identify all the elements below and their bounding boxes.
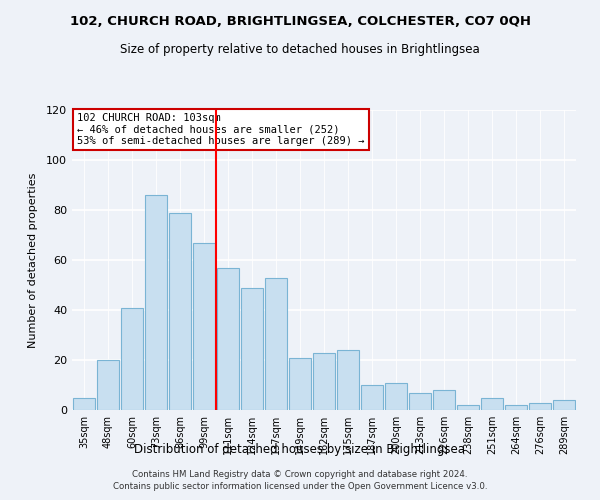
Text: Size of property relative to detached houses in Brightlingsea: Size of property relative to detached ho… — [120, 42, 480, 56]
Y-axis label: Number of detached properties: Number of detached properties — [28, 172, 38, 348]
Bar — [289, 358, 311, 410]
Bar — [73, 398, 95, 410]
Bar — [457, 405, 479, 410]
Text: 102, CHURCH ROAD, BRIGHTLINGSEA, COLCHESTER, CO7 0QH: 102, CHURCH ROAD, BRIGHTLINGSEA, COLCHES… — [70, 15, 530, 28]
Text: Distribution of detached houses by size in Brightlingsea: Distribution of detached houses by size … — [134, 442, 466, 456]
Bar — [385, 382, 407, 410]
Bar — [193, 242, 215, 410]
Text: Contains HM Land Registry data © Crown copyright and database right 2024.: Contains HM Land Registry data © Crown c… — [132, 470, 468, 479]
Text: 102 CHURCH ROAD: 103sqm
← 46% of detached houses are smaller (252)
53% of semi-d: 102 CHURCH ROAD: 103sqm ← 46% of detache… — [77, 113, 365, 146]
Bar — [145, 195, 167, 410]
Bar — [505, 405, 527, 410]
Bar — [169, 212, 191, 410]
Bar — [217, 268, 239, 410]
Bar — [481, 398, 503, 410]
Bar — [409, 392, 431, 410]
Bar — [97, 360, 119, 410]
Bar — [361, 385, 383, 410]
Bar — [313, 352, 335, 410]
Bar — [337, 350, 359, 410]
Text: Contains public sector information licensed under the Open Government Licence v3: Contains public sector information licen… — [113, 482, 487, 491]
Bar — [433, 390, 455, 410]
Bar — [265, 278, 287, 410]
Bar — [553, 400, 575, 410]
Bar — [241, 288, 263, 410]
Bar — [121, 308, 143, 410]
Bar — [529, 402, 551, 410]
